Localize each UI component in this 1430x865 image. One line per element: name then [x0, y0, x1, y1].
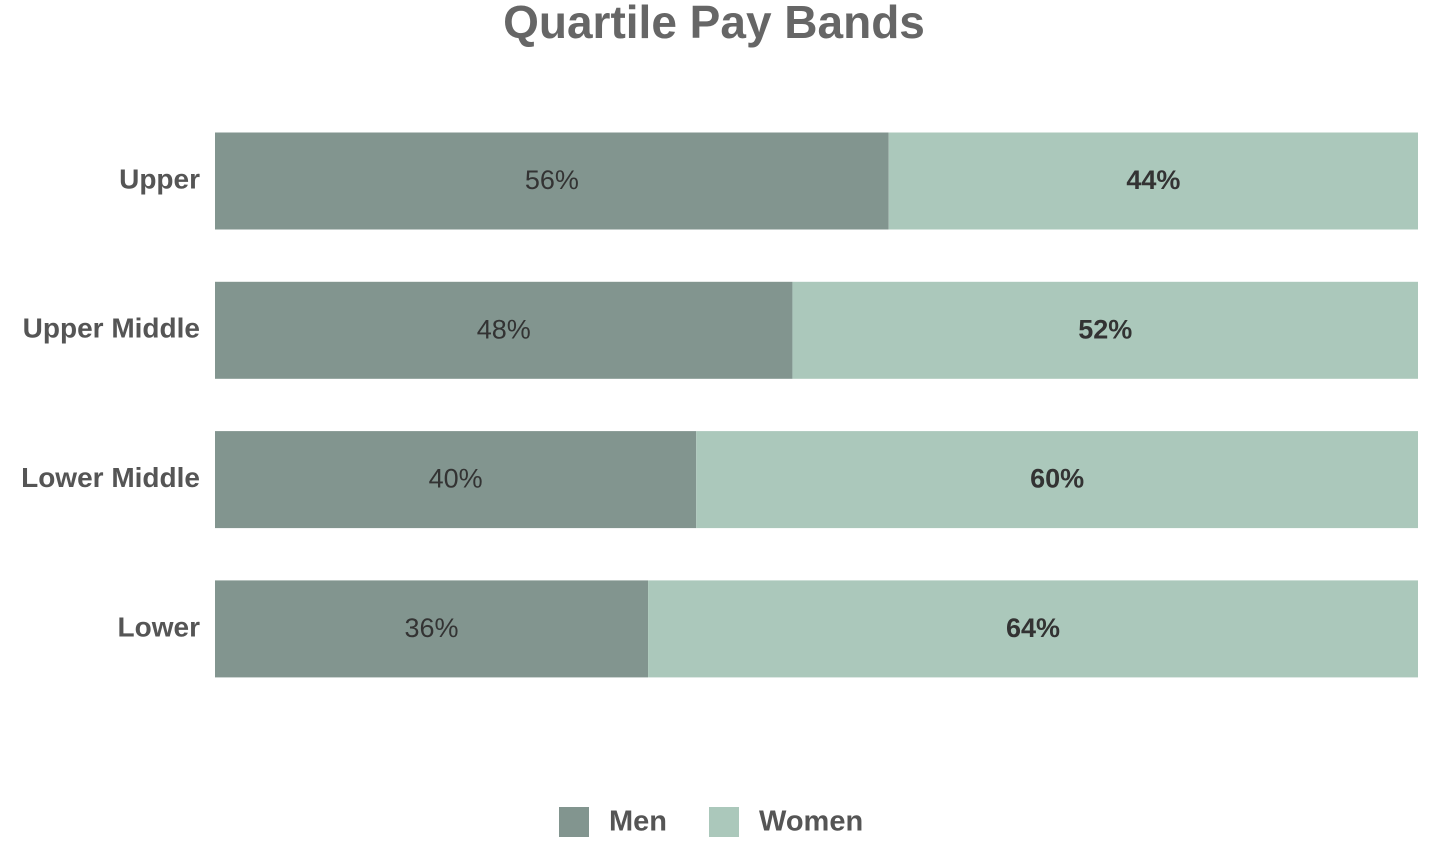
bar-segment: [215, 431, 697, 529]
value-label: 40%: [429, 464, 483, 494]
value-label: 56%: [525, 165, 579, 195]
value-label: 64%: [1006, 613, 1060, 643]
y-tick-label: Lower Middle: [21, 462, 200, 493]
value-label: 48%: [477, 314, 531, 344]
legend-label: Men: [609, 806, 667, 838]
value-label: 52%: [1078, 314, 1132, 344]
value-label: 36%: [405, 613, 459, 643]
chart-title: Quartile Pay Bands: [503, 0, 925, 48]
value-label: 44%: [1126, 165, 1180, 195]
bar-segment: [792, 281, 1418, 379]
y-tick-label: Upper Middle: [23, 313, 200, 344]
legend-label: Women: [759, 806, 863, 838]
bar-segment: [215, 132, 889, 230]
bar-segment: [648, 580, 1418, 678]
legend-swatch: [559, 807, 589, 837]
y-tick-label: Lower: [118, 611, 201, 642]
bar-segment: [888, 132, 1418, 230]
bar-segment: [215, 580, 649, 678]
bar-segment: [215, 281, 793, 379]
y-tick-label: Upper: [119, 163, 200, 194]
value-label: 60%: [1030, 464, 1084, 494]
bar-segment: [696, 431, 1418, 529]
legend-swatch: [709, 807, 739, 837]
